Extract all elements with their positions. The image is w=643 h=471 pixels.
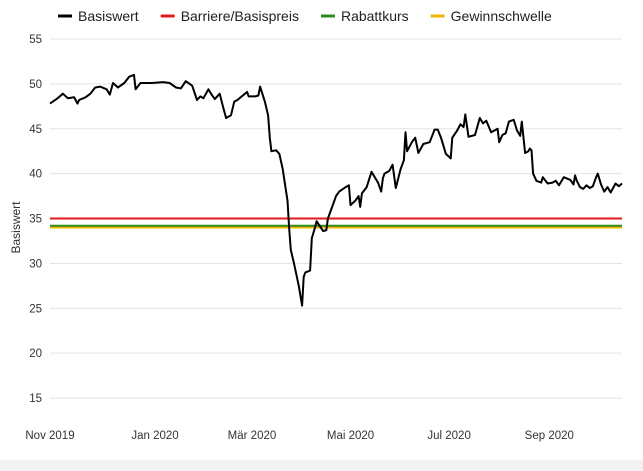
x-tick-label: Mär 2020 <box>228 430 277 442</box>
y-tick-label: 15 <box>29 393 42 405</box>
x-tick-label: Nov 2019 <box>25 430 74 442</box>
series-line-basiswert <box>49 73 623 307</box>
y-tick-label: 35 <box>29 214 42 226</box>
y-tick-label: 30 <box>29 258 42 270</box>
y-tick-label: 50 <box>29 79 42 91</box>
legend-entry: Gewinnschwelle <box>451 8 552 24</box>
x-tick-label: Jul 2020 <box>427 430 470 442</box>
legend-entry: Barriere/Basispreis <box>181 8 299 24</box>
x-tick-label: Mai 2020 <box>327 430 374 442</box>
y-tick-label: 55 <box>29 34 42 46</box>
y-tick-label: 20 <box>29 348 42 360</box>
legend-entry: Rabattkurs <box>341 8 409 24</box>
y-tick-label: 45 <box>29 124 42 136</box>
y-tick-label: 40 <box>29 169 42 181</box>
y-tick-label: 25 <box>29 303 42 315</box>
x-tick-label: Jan 2020 <box>131 430 178 442</box>
x-tick-label: Sep 2020 <box>525 430 574 442</box>
y-axis-title: Basiswert <box>9 201 23 254</box>
legend-entry: Basiswert <box>78 8 139 24</box>
bottom-strip <box>0 460 643 471</box>
